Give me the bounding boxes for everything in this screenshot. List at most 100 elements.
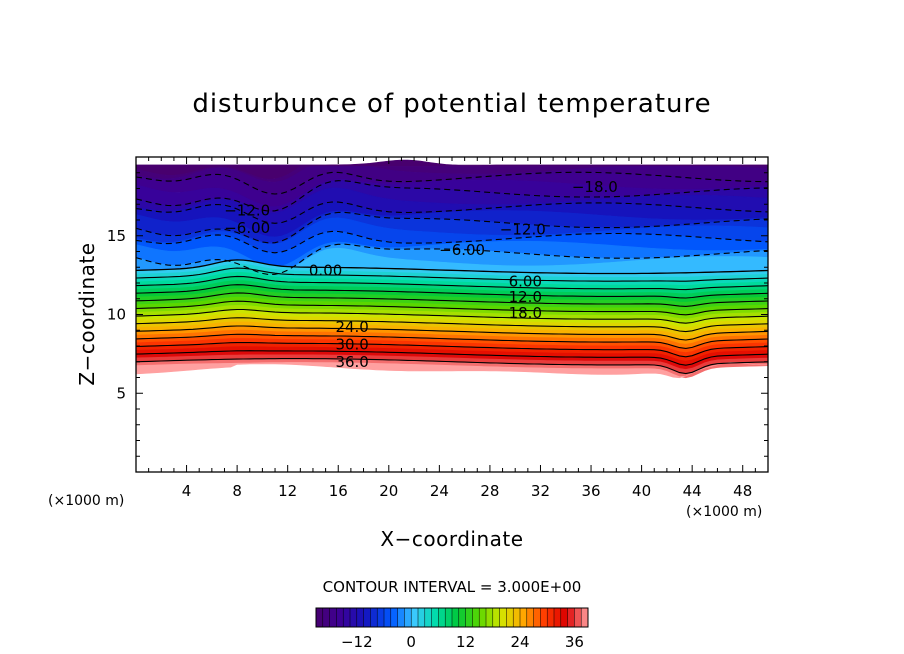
colorbar-segment (560, 608, 568, 627)
x-tick-label: 44 (683, 482, 702, 500)
colorbar-frame (315, 607, 589, 628)
colorbar-segment (397, 608, 405, 627)
colorbar-segment (438, 608, 446, 627)
colorbar-segment (540, 608, 548, 627)
contour-label: 18.0 (509, 304, 542, 322)
contour-line (136, 259, 768, 275)
colorbar-segment (390, 608, 398, 627)
colorbar-segment (431, 608, 439, 627)
colorbar-segment (343, 608, 351, 627)
contour-line (136, 300, 768, 316)
x-tick-label: 28 (480, 482, 499, 500)
colorbar-segment (404, 608, 412, 627)
colorbar-segment (458, 608, 466, 627)
y-axis-label: Z−coordinate (75, 242, 99, 385)
x-tick-label: 32 (531, 482, 550, 500)
colorbar-segment (526, 608, 534, 627)
colorbar-segment (479, 608, 487, 627)
plot-area (136, 159, 768, 379)
colorbar-segment (356, 608, 364, 627)
y-tick-label: 10 (107, 306, 126, 324)
contour-line (136, 317, 768, 333)
colorbar-segment (492, 608, 500, 627)
contour-interval-label: CONTOUR INTERVAL = 3.000E+00 (323, 578, 582, 596)
contour-label: 36.0 (335, 353, 368, 371)
contour-line (136, 284, 768, 299)
x-tick-label: 16 (329, 482, 348, 500)
x-tick-label: 8 (232, 482, 242, 500)
colorbar-segment (513, 608, 521, 627)
color-band (136, 362, 768, 379)
x-axis-label: X−coordinate (380, 527, 523, 551)
x-unit-label-left: (×1000 m) (48, 493, 124, 509)
x-tick-label: 20 (379, 482, 398, 500)
colorbar-segment (520, 608, 528, 627)
colorbar-ticks: −12 0 12 24 36 (341, 633, 584, 651)
contour-line (136, 350, 768, 366)
contour-lines (136, 171, 768, 375)
x-axis-ticks: 4 8 12 16 20 24 28 32 36 40 44 48 (148, 157, 756, 500)
contour-label: 6.00 (509, 272, 542, 290)
y-tick-label: 15 (107, 227, 126, 245)
contour-label: −6.00 (224, 219, 270, 237)
contour-label: 0.00 (309, 261, 342, 279)
contour-line (136, 267, 768, 282)
colorbar-segment (445, 608, 453, 627)
colorbar-segment (411, 608, 419, 627)
x-tick-label: 12 (278, 482, 297, 500)
colorbar-tick-label: 24 (510, 633, 529, 651)
colorbar-segment (336, 608, 344, 627)
colorbar (316, 608, 589, 627)
colorbar-segment (506, 608, 514, 627)
contour-label: −18.0 (572, 178, 618, 196)
y-tick-label: 5 (116, 384, 126, 402)
colorbar-segment (465, 608, 473, 627)
x-tick-label: 40 (632, 482, 651, 500)
contour-label: −12.0 (224, 202, 270, 220)
colorbar-segment (377, 608, 385, 627)
y-axis-ticks: 5 10 15 (107, 172, 768, 457)
contour-label: −6.00 (439, 241, 485, 259)
colorbar-segment (486, 608, 494, 627)
colorbar-segment (499, 608, 507, 627)
colorbar-segment (567, 608, 575, 627)
contour-label: 24.0 (335, 318, 368, 336)
contour-line (136, 292, 768, 307)
contour-line (136, 333, 768, 349)
x-tick-label: 36 (581, 482, 600, 500)
contour-label: 30.0 (335, 335, 368, 353)
colorbar-segment (418, 608, 426, 627)
colorbar-segment (547, 608, 555, 627)
x-tick-label: 24 (430, 482, 449, 500)
colorbar-segment (554, 608, 562, 627)
contour-line (136, 325, 768, 341)
colorbar-tick-label: 36 (565, 633, 584, 651)
chart-title: disturbunce of potential temperature (192, 89, 711, 119)
x-tick-label: 48 (733, 482, 752, 500)
x-tick-label: 4 (182, 482, 192, 500)
contour-label: −12.0 (500, 220, 546, 238)
colorbar-segment (452, 608, 460, 627)
contour-label: 12.0 (509, 288, 542, 306)
colorbar-segment (472, 608, 480, 627)
x-unit-label-right: (×1000 m) (686, 504, 762, 520)
colorbar-segment (316, 608, 324, 627)
colorbar-tick-label: −12 (341, 633, 373, 651)
colorbar-segment (581, 608, 589, 627)
colorbar-segment (424, 608, 432, 627)
contour-labels: −18.0−12.0−12.0−6.00−6.000.006.0012.018.… (224, 178, 618, 371)
colorbar-segment (363, 608, 371, 627)
colorbar-segment (574, 608, 582, 627)
colorbar-tick-label: 12 (456, 633, 475, 651)
colorbar-segment (384, 608, 392, 627)
colorbar-tick-label: 0 (406, 633, 416, 651)
colorbar-segment (322, 608, 330, 627)
contour-line (136, 341, 768, 358)
colorbar-segment (370, 608, 378, 627)
contour-line (136, 308, 768, 324)
colorbar-segment (350, 608, 358, 627)
colorbar-segment (329, 608, 337, 627)
contour-line (136, 275, 768, 291)
colorbar-segment (533, 608, 541, 627)
